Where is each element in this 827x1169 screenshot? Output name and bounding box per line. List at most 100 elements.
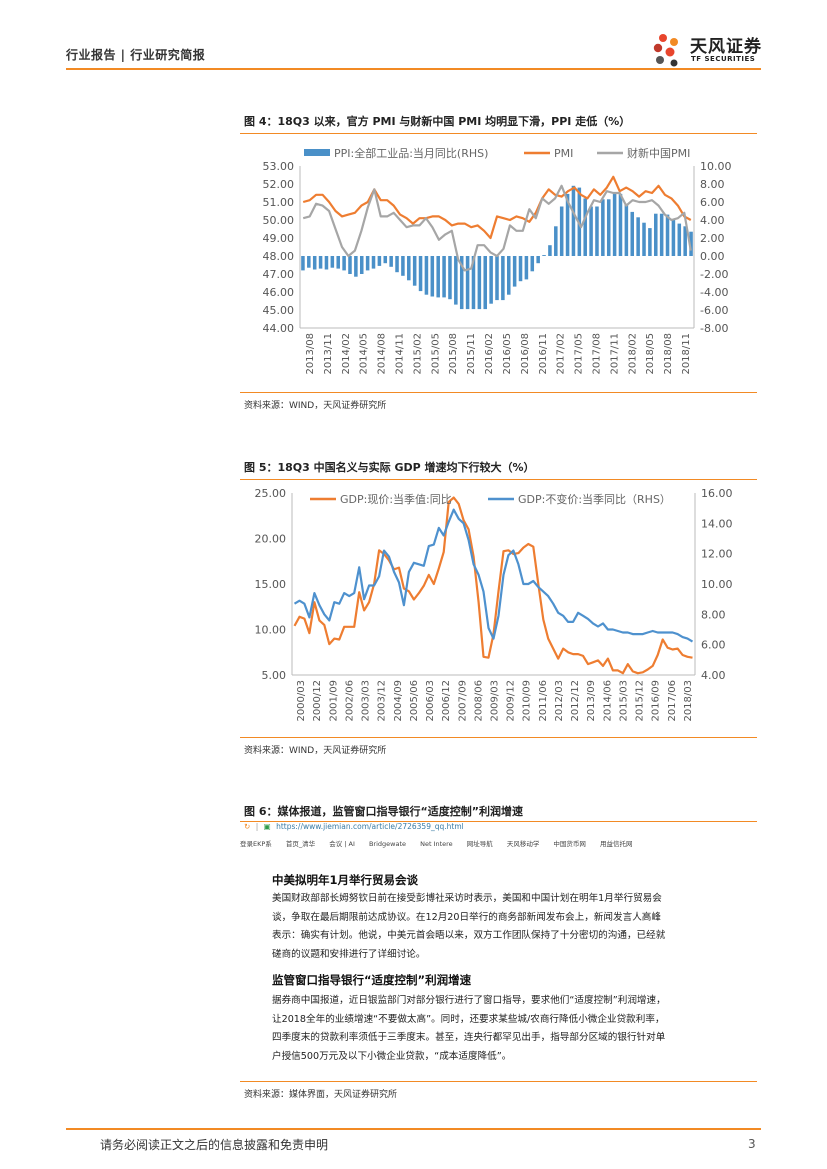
y-right-tick-label: 8.00 [700, 178, 725, 191]
y-right-tick-label: -2.00 [700, 268, 728, 281]
bookmark-item: 网址导航 [466, 840, 493, 848]
y-right-tick-label: 4.00 [701, 669, 726, 682]
x-tick-label: 2005/06 [409, 680, 420, 722]
x-tick-label: 2017/02 [556, 333, 567, 375]
ppi-bar [442, 256, 446, 298]
bookmark-item: 首页_清华 [285, 840, 316, 848]
figure4-source: 资料来源：WIND，天风证券研究所 [244, 401, 387, 411]
x-tick-label: 2015/03 [618, 680, 629, 722]
figure5-title: 图 5：18Q3 中国名义与实际 GDP 增速均下行较大（%） [244, 461, 535, 474]
brand-logo: 天风证券 TF SECURITIES [650, 30, 770, 70]
x-tick-label: 2004/09 [393, 680, 404, 722]
x-tick-label: 2015/08 [448, 333, 459, 375]
ppi-bar [506, 256, 511, 295]
series-line-1 [293, 508, 694, 643]
x-tick-label: 2016/02 [484, 333, 495, 375]
ppi-bar [571, 185, 576, 256]
figure5-bottom-rule [240, 737, 757, 738]
ppi-bar [671, 219, 676, 256]
x-tick-label: 2006/12 [441, 680, 452, 722]
ppi-bar [354, 256, 358, 277]
ppi-bar [583, 198, 587, 256]
ppi-bar [630, 211, 635, 256]
x-tick-label: 2003/03 [361, 680, 372, 722]
x-tick-label: 2018/02 [627, 333, 638, 375]
x-tick-label: 2011/06 [538, 680, 549, 722]
figure6-top-rule [240, 821, 757, 822]
ppi-bar [371, 256, 376, 269]
gdp-chart: 25.00 20.00 15.00 10.00 5.00 16.00 14.00 12.00 1… [255, 487, 733, 722]
ppi-bar [606, 199, 611, 256]
x-tick-label: 2016/05 [502, 333, 513, 375]
x-tick-label: 2008/06 [473, 680, 484, 722]
y-left-tick-label: 44.00 [263, 322, 295, 335]
legend-label: PPI:全部工业品:当月同比(RHS) [334, 146, 488, 160]
y-left-tick-label: 52.00 [263, 178, 295, 191]
ppi-bar [659, 213, 664, 256]
figure4-bottom-rule [240, 392, 757, 393]
refresh-icon: ↻ [244, 822, 251, 831]
ppi-bar [612, 193, 617, 256]
y-right-tick-label: 8.00 [701, 608, 726, 621]
article-paragraph-bank-profits: 据券商中国报道，近日银监部门对部分银行进行了窗口指导，要求他们“适度控制”利润增… [272, 995, 666, 1062]
ppi-bar [465, 256, 470, 310]
y-right-tick-label: 10.00 [701, 578, 733, 591]
ppi-bar [589, 206, 593, 256]
y-right-tick-label: -4.00 [700, 286, 728, 299]
ppi-bar [689, 231, 693, 256]
ppi-bar [312, 256, 317, 270]
ppi-bar [324, 256, 329, 270]
y-left-tick-label: 15.00 [255, 578, 287, 591]
ppi-bar [542, 255, 546, 256]
browser-url-bar: ↻ | ▣ https://www.jiemian.com/article/27… [240, 822, 757, 836]
brand-name: 天风证券 [690, 37, 762, 57]
y-right-tick-label: 12.00 [701, 548, 733, 561]
ppi-bar [559, 206, 564, 256]
separator: | [255, 822, 259, 831]
x-tick-label: 2014/11 [395, 333, 406, 375]
ppi-bar [330, 256, 335, 268]
ppi-bar [565, 193, 570, 256]
article-paragraph-trade-talks: 美国财政部部长姆努钦日前在接受彭博社采访时表示，美国和中国计划在明年1月举行贸易… [272, 893, 666, 960]
ppi-bar [424, 256, 429, 295]
ppi-bar [307, 256, 311, 268]
y-right-tick-label: -8.00 [700, 322, 728, 335]
x-tick-label: 2015/05 [430, 333, 441, 375]
page-url: https://www.jiemian.com/article/2726359_… [276, 822, 464, 831]
bookmark-item: 天风移动学 [506, 840, 540, 848]
x-tick-label: 2002/06 [344, 680, 355, 722]
legend-label: GDP:不变价:当季同比（RHS） [518, 492, 671, 506]
y-left-tick-label: 20.00 [255, 533, 287, 546]
y-right-tick-label: 0.00 [700, 250, 725, 263]
x-tick-label: 2014/06 [602, 680, 613, 722]
y-right-tick-label: 6.00 [701, 639, 726, 652]
ppi-bar [448, 256, 452, 300]
ppi-bar [430, 256, 435, 297]
x-tick-label: 2016/09 [651, 680, 662, 722]
secure-lock-icon: ▣ [263, 822, 271, 831]
x-tick-label: 2018/11 [681, 333, 692, 375]
ppi-bar [436, 256, 440, 298]
y-left-tick-label: 47.00 [263, 268, 295, 281]
ppi-bar [418, 256, 423, 292]
ppi-bar [554, 226, 558, 256]
ppi-bar [471, 256, 476, 310]
ppi-bar [595, 206, 599, 256]
ppi-bar [377, 256, 382, 266]
ppi-bar [342, 256, 346, 271]
x-tick-label: 2017/06 [667, 680, 678, 722]
ppi-bar [512, 256, 517, 287]
report-category: 行业报告 | 行业研究简报 [66, 48, 206, 62]
x-tick-label: 2000/12 [312, 680, 323, 722]
media-screenshot: ↻ | ▣ https://www.jiemian.com/article/27… [240, 822, 757, 1080]
ppi-bar [454, 256, 458, 305]
y-left-tick-label: 25.00 [255, 487, 287, 500]
y-left-tick-label: 49.00 [263, 232, 295, 245]
y-left-tick-label: 50.00 [263, 214, 295, 227]
legend-label: GDP:现价:当季值:同比 [340, 492, 452, 506]
bookmark-item: 登录EKP系 [240, 840, 272, 848]
x-tick-label: 2000/03 [296, 680, 307, 722]
figure4-top-rule [240, 133, 757, 134]
bookmark-item: 用益信托网 [600, 840, 633, 848]
x-tick-label: 2003/12 [377, 680, 388, 722]
